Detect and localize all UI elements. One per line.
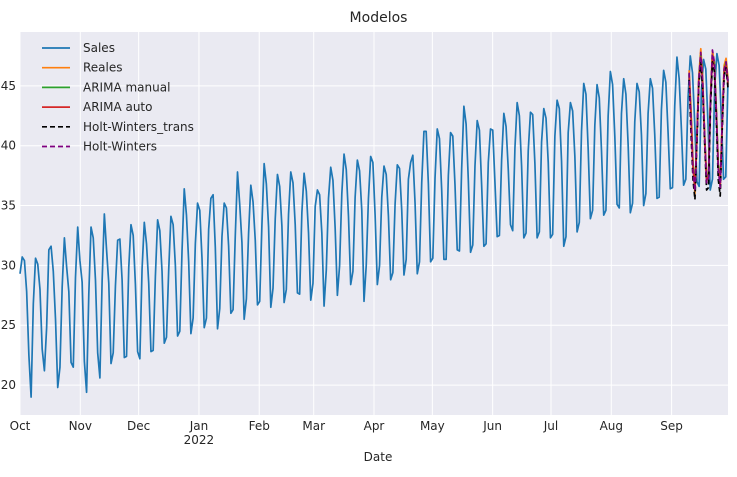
x-tick-label: Jul: [543, 419, 558, 433]
y-tick-label: 25: [1, 318, 16, 332]
x-axis-label: Date: [364, 450, 393, 464]
x-tick-label: Jan: [189, 419, 209, 433]
chart-title: Modelos: [350, 10, 408, 26]
legend-label: Holt-Winters: [83, 140, 157, 154]
y-axis-ticks: 20 25 30 35 40 45: [1, 79, 16, 392]
y-tick-label: 35: [1, 199, 16, 213]
series-lines: [19, 47, 729, 398]
legend-label: Holt-Winters_trans: [83, 120, 194, 134]
y-tick-label: 30: [1, 258, 16, 272]
x-tick-label: May: [420, 419, 445, 433]
y-tick-label: 45: [1, 79, 16, 93]
x-tick-label: Mar: [302, 419, 325, 433]
x-tick-label: Nov: [69, 419, 92, 433]
x-tick-label: Feb: [249, 419, 270, 433]
x-tick-label: Sep: [660, 419, 683, 433]
grid-lines: [19, 32, 728, 415]
legend-label: Sales: [83, 41, 115, 55]
series-line-sales: [19, 52, 729, 398]
y-tick-label: 40: [1, 139, 16, 153]
legend: Sales Reales ARIMA manual ARIMA auto Holt-Wi…: [42, 41, 194, 154]
legend-label: ARIMA auto: [83, 100, 152, 114]
x-tick-label: Dec: [127, 419, 150, 433]
series-line-holt-winters: [688, 49, 729, 193]
x-tick-label: Oct: [10, 419, 31, 433]
y-tick-label: 20: [1, 378, 16, 392]
legend-label: Reales: [83, 61, 123, 75]
x-tick-label: Jun: [482, 419, 502, 433]
x-tick-label: Aug: [600, 419, 623, 433]
legend-label: ARIMA manual: [83, 80, 170, 94]
x-tick-label: Apr: [364, 419, 385, 433]
x-tick-sublabel: 2022: [184, 433, 215, 447]
